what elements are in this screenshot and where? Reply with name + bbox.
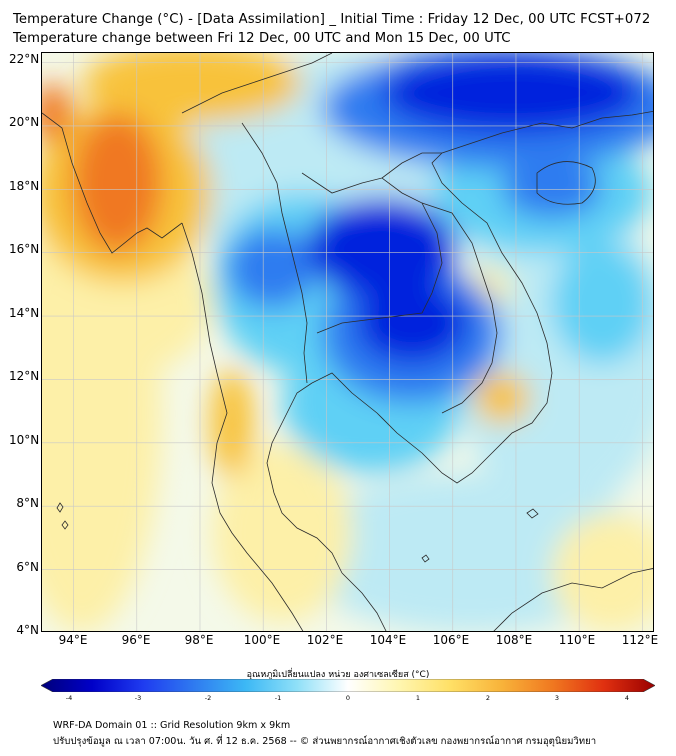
field-warm-peninsula — [212, 443, 352, 623]
colorbar-tick-2: 2 — [485, 694, 491, 702]
field-hot-myanmar — [72, 113, 162, 253]
coastline-china-south — [441, 110, 653, 154]
field-cold-thai — [227, 228, 317, 308]
lon-label-110e: 110°E — [558, 633, 596, 647]
temperature-change-map — [41, 52, 654, 632]
map-subtitle: Temperature change between Fri 12 Dec, 0… — [13, 31, 511, 46]
field-deep-cold-china — [382, 53, 642, 133]
colorbar-tick-3: 3 — [554, 694, 560, 702]
lat-label-8n: 8°N — [16, 496, 39, 510]
map-title: Temperature Change (°C) - [Data Assimila… — [13, 12, 651, 27]
colorbar-tick-minus1: -1 — [274, 694, 282, 702]
coastlines-and-borders — [42, 53, 653, 631]
lon-label-102e: 102°E — [306, 633, 344, 647]
lon-label-104e: 104°E — [369, 633, 407, 647]
lat-label-22n: 22°N — [9, 52, 40, 66]
lon-label-100e: 100°E — [243, 633, 281, 647]
lon-label-112e: 112°E — [621, 633, 659, 647]
field-warm-vietnam — [474, 372, 530, 424]
lat-label-16n: 16°N — [9, 242, 40, 256]
colorbar-tick-1: 1 — [415, 694, 421, 702]
coastline-andaman-peninsula — [181, 222, 304, 631]
colorbar-tick-minus2: -2 — [204, 694, 212, 702]
field-warm-southeast — [552, 513, 653, 631]
coastline-borneo — [493, 568, 653, 631]
field-cool-east — [552, 243, 652, 363]
colorbar-tick-minus4: -4 — [65, 694, 73, 702]
island-nicobar — [56, 502, 69, 530]
field-cold-hainan — [502, 158, 602, 218]
lat-label-20n: 20°N — [9, 115, 40, 129]
coastline-gulf-thailand — [266, 382, 343, 574]
lon-label-96e: 96°E — [121, 633, 151, 647]
border-laos-vietnam — [381, 152, 498, 414]
border-thailand — [241, 122, 443, 384]
lat-label-18n: 18°N — [9, 179, 40, 193]
coastline-cambodia-vietnam — [311, 152, 553, 484]
field-warm-andaman — [210, 368, 254, 478]
lon-label-106e: 106°E — [432, 633, 470, 647]
island-natuna — [526, 508, 539, 519]
map-svg — [42, 53, 653, 631]
coastline-hainan — [536, 161, 596, 205]
lat-label-6n: 6°N — [16, 560, 39, 574]
footer-model-info: WRF-DA Domain 01 :: Grid Resolution 9km … — [53, 720, 291, 731]
colorbar-body — [41, 679, 655, 692]
lat-label-10n: 10°N — [9, 433, 40, 447]
lat-label-12n: 12°N — [9, 369, 40, 383]
temperature-field — [42, 53, 653, 631]
colorbar-tick-0: 0 — [345, 694, 351, 702]
colorbar-title: อุณหภูมิเปลี่ยนแปลง หน่วย องศาเซลเซียส (… — [246, 670, 430, 680]
colorbar-tick-minus3: -3 — [134, 694, 142, 702]
field-deep-cold-cambodia — [357, 283, 467, 363]
footer-update-credit: ปรับปรุงข้อมูล ณ เวลา 07:00น. วัน ศ. ที่… — [53, 736, 597, 747]
coastline-malaysia-east — [341, 572, 387, 631]
lat-label-4n: 4°N — [16, 623, 39, 637]
coastline-myanmar-west — [42, 112, 183, 254]
lon-label-94e: 94°E — [58, 633, 88, 647]
lon-label-108e: 108°E — [495, 633, 533, 647]
lon-label-98e: 98°E — [184, 633, 214, 647]
colorbar — [41, 679, 655, 692]
field-hot-coast — [42, 83, 72, 143]
lat-label-14n: 14°N — [9, 306, 40, 320]
border-myanmar-china — [181, 53, 333, 114]
island-anambas — [421, 554, 430, 563]
colorbar-tick-4: 4 — [624, 694, 630, 702]
field-deep-cold-laos — [307, 198, 457, 298]
